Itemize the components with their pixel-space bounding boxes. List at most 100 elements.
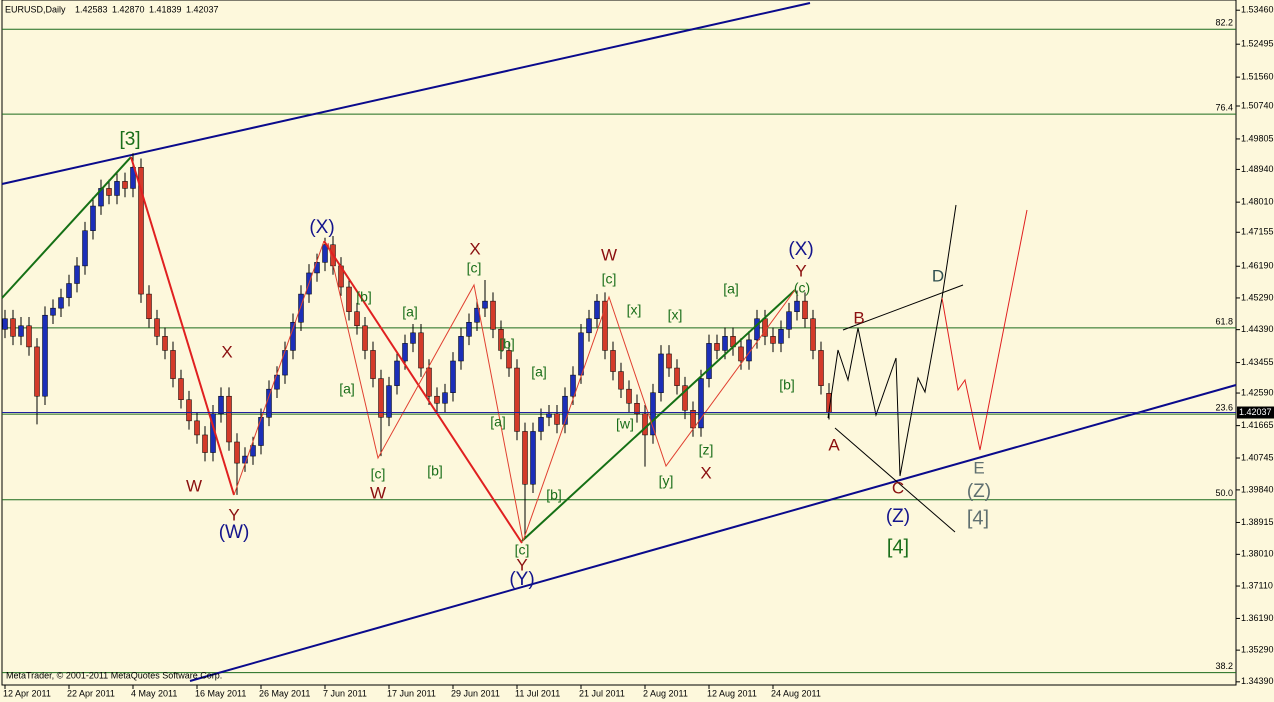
wave-label: [c] xyxy=(371,466,386,482)
candle-body xyxy=(354,311,360,327)
candle-body xyxy=(66,283,72,298)
candle-body xyxy=(18,325,24,337)
wave-label: (Y) xyxy=(509,569,534,590)
wave-label: C xyxy=(892,478,904,497)
wave-label: W xyxy=(601,245,617,264)
candle-body xyxy=(282,350,288,376)
wave-label: W xyxy=(370,483,386,502)
y-tick-label: 1.36190 xyxy=(1241,613,1274,623)
x-tick-label: 11 Jul 2011 xyxy=(515,688,560,698)
y-tick-label: 1.39840 xyxy=(1241,484,1274,494)
candle-body xyxy=(394,360,400,386)
wave-label: (Z) xyxy=(967,481,991,502)
candle-body xyxy=(530,431,536,485)
x-tick-label: 2 Aug 2011 xyxy=(643,688,688,698)
wave-label: (X) xyxy=(309,217,334,238)
y-tick-label: 1.43455 xyxy=(1241,357,1274,367)
candle-body xyxy=(690,410,696,429)
y-tick-label: 1.37110 xyxy=(1241,580,1273,590)
y-tick-label: 1.45290 xyxy=(1241,292,1274,302)
projection-line xyxy=(842,284,964,331)
candle-body xyxy=(642,413,648,436)
wave-label: (Z) xyxy=(886,506,910,527)
wave-label: [4] xyxy=(967,507,989,529)
wave-label: X xyxy=(700,463,711,482)
candle-body xyxy=(618,371,624,390)
candle-body xyxy=(602,300,608,351)
candle-body xyxy=(194,420,200,436)
y-tick-label: 1.46190 xyxy=(1241,261,1274,271)
y-tick-label: 1.35290 xyxy=(1241,645,1274,655)
candle-body xyxy=(658,353,664,393)
candle-body xyxy=(810,318,816,351)
x-tick-label: 22 Apr 2011 xyxy=(67,688,115,698)
x-tick-label: 16 May 2011 xyxy=(195,688,246,698)
candle-body xyxy=(650,392,656,436)
candle-body xyxy=(778,329,784,344)
wave-label: [c] xyxy=(467,260,482,276)
fib-label: 61.8 xyxy=(1215,316,1233,326)
candle-body xyxy=(202,434,208,453)
wave-label: [y] xyxy=(659,473,674,489)
wave-label: D xyxy=(932,266,944,285)
candle-body xyxy=(514,367,520,432)
wave-label: [a] xyxy=(402,304,418,320)
projection-line xyxy=(827,204,957,477)
price-box-label: 1.42037 xyxy=(1239,407,1272,417)
x-tick-label: 7 Jun 2011 xyxy=(323,688,367,698)
wave-line xyxy=(130,156,235,496)
y-tick-label: 1.50740 xyxy=(1241,100,1274,110)
wave-label: [a] xyxy=(723,281,739,297)
candle-body xyxy=(290,321,296,351)
y-tick-label: 1.48940 xyxy=(1241,164,1274,174)
candle-body xyxy=(522,431,528,485)
annotations: [3](X)XWY(W)[a][b][a][c]W[b]X[c][b][a][a… xyxy=(119,129,991,590)
candle-body xyxy=(266,388,272,418)
wave-line xyxy=(233,240,325,496)
candle-body xyxy=(130,167,136,189)
candle-body xyxy=(42,314,48,397)
candle-body xyxy=(562,395,568,425)
copyright: MetaTrader, © 2001-2011 MetaQuotes Softw… xyxy=(6,670,222,680)
y-tick-label: 1.42590 xyxy=(1241,387,1274,397)
wave-label: [x] xyxy=(668,307,683,323)
wave-label: [a] xyxy=(339,381,355,397)
wave-label: (W) xyxy=(219,522,250,543)
wave-label: [b] xyxy=(427,463,443,479)
x-tick-label: 21 Jul 2011 xyxy=(579,688,625,698)
candle-body xyxy=(418,332,424,369)
candle-body xyxy=(146,293,152,319)
candle-body xyxy=(570,374,576,397)
candle-body xyxy=(114,181,120,196)
fib-levels: 82.2 76.4 61.8 50.0 38.2 23.6 xyxy=(2,18,1236,674)
wave-label: [c] xyxy=(515,542,530,558)
candle-body xyxy=(50,307,56,316)
candle-body xyxy=(506,350,512,369)
y-tick-label: 1.52495 xyxy=(1241,39,1274,49)
y-tick-label: 1.41665 xyxy=(1241,420,1274,430)
wave-label: [a] xyxy=(531,364,547,380)
wave-line xyxy=(323,240,523,544)
wave-label: [b] xyxy=(356,289,372,305)
candle-body xyxy=(402,343,408,362)
y-tick-label: 1.49805 xyxy=(1241,133,1274,143)
candle-body xyxy=(698,378,704,429)
candle-body xyxy=(26,325,32,348)
candle-body xyxy=(154,318,160,337)
wave-label: W xyxy=(186,476,202,495)
wave-label: A xyxy=(828,435,840,454)
candle-body xyxy=(818,350,824,386)
candle-body xyxy=(250,445,256,457)
candle-body xyxy=(706,343,712,379)
candle-body xyxy=(754,318,760,341)
candle-body xyxy=(122,181,128,189)
wave-label: [3] xyxy=(119,129,140,150)
wave-label: [c] xyxy=(602,271,617,287)
candle-body xyxy=(610,350,616,372)
candle-body xyxy=(90,205,96,231)
candle-body xyxy=(682,385,688,411)
candle-body xyxy=(482,300,488,309)
y-tick-label: 1.44390 xyxy=(1241,324,1274,334)
fib-label: 50.0 xyxy=(1215,488,1233,498)
